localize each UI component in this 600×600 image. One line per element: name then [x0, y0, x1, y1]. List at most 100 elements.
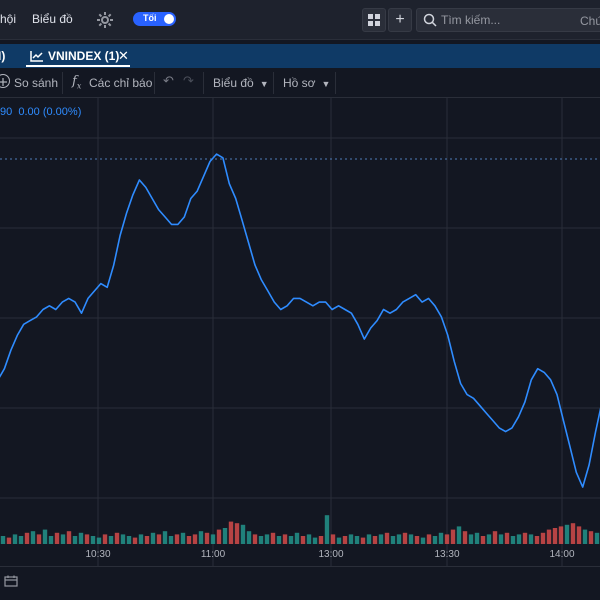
theme-toggle[interactable]: Tối: [133, 12, 176, 26]
add-button[interactable]: +: [388, 8, 412, 32]
volume-bar: [300, 536, 306, 544]
volume-bar: [252, 534, 258, 544]
volume-bar: [270, 532, 276, 544]
volume-bar: [36, 534, 42, 544]
volume-bar: [390, 536, 396, 544]
volume-bar: [258, 536, 264, 544]
toolbar-divider: [62, 72, 63, 94]
tab-previous[interactable]: I): [0, 49, 6, 63]
volume-bar: [474, 532, 480, 544]
search-box[interactable]: Chứ: [416, 8, 600, 32]
volume-bar: [408, 534, 414, 544]
legend-value: 90: [0, 106, 13, 118]
volume-bar: [444, 534, 450, 544]
volume-bar: [468, 534, 474, 544]
volume-bar: [126, 536, 132, 544]
volume-bar: [18, 536, 24, 544]
nav-item-partial[interactable]: hội: [0, 12, 17, 26]
volume-bar: [552, 528, 558, 544]
volume-bar: [486, 534, 492, 544]
volume-bar: [210, 534, 216, 544]
volume-bar: [492, 531, 498, 544]
volume-bar: [438, 532, 444, 544]
volume-bar: [24, 532, 30, 544]
volume-bar: [570, 523, 576, 544]
x-tick-label: 14:00: [549, 549, 574, 560]
volume-bar: [288, 536, 294, 544]
volume-bar: [450, 529, 456, 544]
volume-bar: [156, 534, 162, 544]
volume-bar: [6, 537, 12, 544]
volume-bar: [546, 529, 552, 544]
chart-type-button[interactable]: Biểu đồ ▼: [213, 76, 269, 90]
volume-bar: [216, 529, 222, 544]
volume-bar: [306, 534, 312, 544]
volume-bar: [234, 523, 240, 544]
volume-bar: [360, 537, 366, 544]
volume-bar: [576, 526, 582, 544]
volume-bar: [540, 532, 546, 544]
undo-icon[interactable]: ↶: [163, 73, 174, 88]
volume-bar: [192, 534, 198, 544]
grid-icon: [368, 14, 380, 26]
volume-bar: [162, 531, 168, 544]
indicators-icon[interactable]: fx: [72, 74, 82, 91]
toolbar-divider: [335, 72, 336, 94]
volume-bar: [420, 537, 426, 544]
volume-bar: [534, 536, 540, 544]
volume-bar: [114, 532, 120, 544]
chart-type-label: Biểu đồ: [213, 76, 254, 90]
gear-icon[interactable]: [96, 11, 114, 29]
volume-bar: [510, 536, 516, 544]
search-icon: [423, 13, 437, 27]
volume-bar: [222, 528, 228, 544]
volume-bar: [384, 532, 390, 544]
volume-bar: [528, 534, 534, 544]
indicators-button[interactable]: Các chỉ báo: [89, 76, 153, 90]
price-chart[interactable]: 10:30 11:00 13:00 13:30 14:00: [0, 98, 600, 566]
volume-bar: [564, 524, 570, 544]
volume-bar: [240, 524, 246, 544]
volume-bar: [138, 534, 144, 544]
volume-bar: [372, 536, 378, 544]
search-input[interactable]: [441, 12, 571, 28]
toolbar-divider: [203, 72, 204, 94]
volume-bar: [168, 536, 174, 544]
volume-bar: [204, 532, 210, 544]
price-legend: 90 0.00 (0.00%): [0, 106, 81, 118]
volume-bar: [66, 531, 72, 544]
redo-icon[interactable]: ↷: [183, 73, 194, 88]
bottom-bar: [0, 567, 600, 600]
volume-bar: [132, 537, 138, 544]
volume-bar: [78, 532, 84, 544]
profile-button[interactable]: Hồ sơ ▼: [283, 76, 330, 90]
volume-bar: [324, 515, 330, 544]
compare-plus-icon[interactable]: [0, 74, 10, 88]
volume-bar: [330, 534, 336, 544]
tab-vnindex[interactable]: VNINDEX (1): [48, 49, 120, 63]
volume-bar: [282, 534, 288, 544]
volume-bar: [498, 534, 504, 544]
volume-bar: [426, 534, 432, 544]
price-line: [0, 153, 600, 488]
nav-item-chart[interactable]: Biểu đồ: [32, 12, 73, 26]
volume-bar: [318, 536, 324, 544]
volume-bar: [84, 534, 90, 544]
chart-toolbar: So sánh Các chỉ báo Biểu đồ ▼ Hồ sơ ▼: [0, 68, 600, 98]
toggle-knob: [164, 14, 174, 24]
layout-grid-button[interactable]: [362, 8, 386, 32]
close-icon[interactable]: ✕: [118, 48, 129, 63]
volume-bar: [228, 521, 234, 544]
top-bar: hội Biểu đồ Tối + Chứ: [0, 0, 600, 40]
calendar-range-icon[interactable]: [4, 575, 18, 587]
volume-bar: [414, 536, 420, 544]
right-cut-label[interactable]: Chứ: [580, 14, 600, 28]
volume-bar: [396, 534, 402, 544]
compare-button[interactable]: So sánh: [14, 76, 59, 90]
active-tab-indicator: [26, 65, 130, 67]
theme-toggle-label: Tối: [143, 13, 157, 23]
tab-bar: I) VNINDEX (1) ✕: [0, 44, 600, 68]
volume-bar: [312, 537, 318, 544]
toolbar-divider: [273, 72, 274, 94]
volume-bar: [54, 532, 60, 544]
